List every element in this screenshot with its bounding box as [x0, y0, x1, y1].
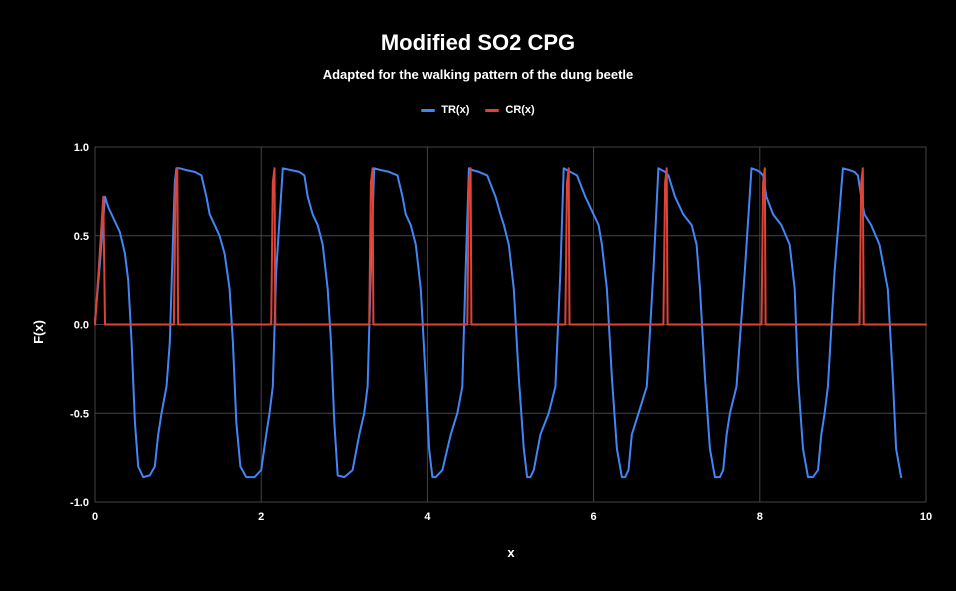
chart-title: Modified SO2 CPG [380, 30, 576, 55]
x-tick-label: 8 [757, 511, 763, 523]
x-tick-label: 6 [591, 511, 597, 523]
legend-label-tr: TR(x) [441, 104, 470, 116]
legend-label-cr: CR(x) [505, 104, 535, 116]
legend-entry-tr[interactable]: TR(x) [421, 104, 469, 116]
series-line-tr[interactable] [94, 167, 903, 479]
y-tick-label: 0.5 [74, 231, 89, 243]
y-axis-title: F(x) [31, 320, 46, 344]
x-tick-label: 4 [424, 511, 431, 523]
legend-entry-cr[interactable]: CR(x) [485, 104, 535, 116]
series-layer [94, 167, 927, 479]
legend-swatch-tr [421, 108, 436, 112]
y-tick-label: -1.0 [70, 497, 89, 509]
y-tick-label: -0.5 [70, 408, 89, 420]
tick-layer: 1.0 0.5 0.0 -0.5 -1.00 2 4 6 8 10 [70, 142, 932, 523]
y-tick-label: 1.0 [74, 142, 89, 154]
chart-subtitle: Adapted for the walking pattern of the d… [322, 67, 634, 82]
y-tick-label: 0.0 [74, 320, 89, 332]
x-tick-label: 10 [920, 511, 932, 523]
series-line-cr[interactable] [94, 167, 927, 326]
x-axis-title: x [507, 545, 515, 560]
legend: TR(x) CR(x) [0, 104, 956, 116]
x-tick-label: 2 [258, 511, 264, 523]
legend-swatch-cr [485, 108, 500, 112]
x-tick-label: 0 [92, 511, 98, 523]
